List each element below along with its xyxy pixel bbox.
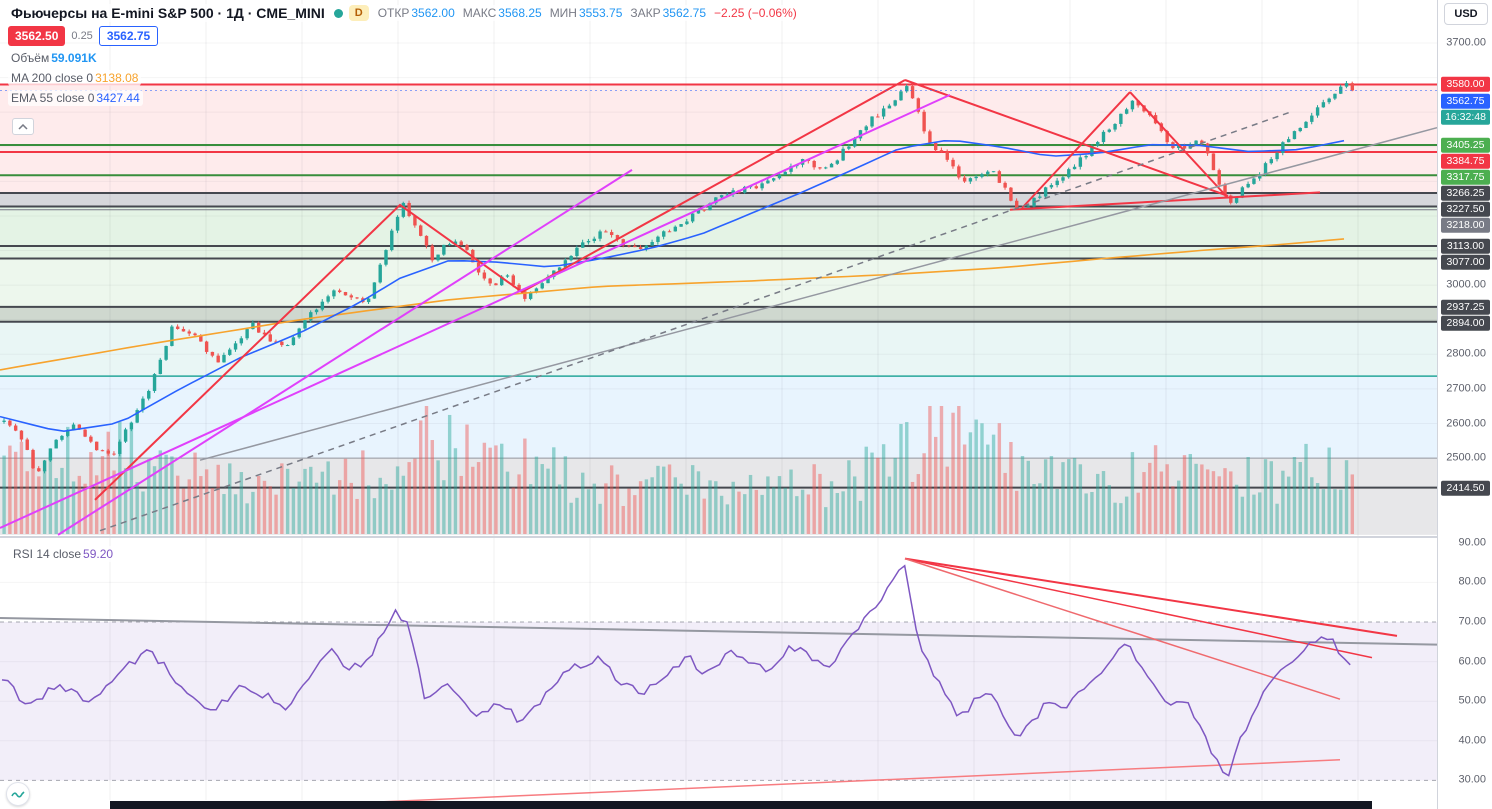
price-axis-label: 50.00: [1458, 694, 1486, 707]
rsi-legend[interactable]: RSI 14 close 59.20: [10, 546, 117, 562]
close-value: 3562.75: [662, 6, 707, 20]
background-bands: [0, 84, 1437, 535]
price-axis-label: 3384.75: [1441, 153, 1490, 169]
open-value: 3562.00: [411, 6, 455, 20]
gridlines: [0, 0, 1437, 800]
price-axis-label: 60.00: [1458, 655, 1486, 668]
ema55-row[interactable]: EMA 55 close 0 3427.44: [8, 90, 800, 106]
price-axis-label: 3227.50: [1441, 201, 1490, 217]
high-value: 3568.25: [498, 6, 542, 20]
rsi-value: 59.20: [83, 547, 114, 561]
chart-legend: Фьючерсы на E-mini S&P 500 · 1Д · CME_MI…: [8, 4, 800, 110]
price-axis[interactable]: USD 3700.00 3580.00 3562.75 16:32:48 3405.25…: [1437, 0, 1492, 809]
price-axis-label: 2937.25: [1441, 299, 1490, 315]
ask-price[interactable]: 3562.75: [98, 26, 159, 46]
price-axis-label: 30.00: [1458, 773, 1486, 786]
rsi-label: RSI 14 close: [13, 547, 82, 561]
price-axis-label: 3077.00: [1441, 254, 1490, 270]
moving-averages: [0, 139, 1345, 433]
price-axis-label: 3580.00: [1441, 76, 1490, 92]
ma200-label: MA 200 close 0: [11, 71, 94, 85]
volume-label: Объём: [11, 51, 50, 65]
price-axis-label: 2800.00: [1446, 347, 1486, 360]
volume-value: 59.091K: [51, 51, 97, 65]
price-axis-label: 2600.00: [1446, 417, 1486, 430]
bid-ask-row: 3562.50 0.25 3562.75: [8, 26, 800, 46]
tradingview-logo-button[interactable]: [6, 782, 30, 806]
price-axis-label: 3218.00: [1441, 217, 1490, 233]
volume-bars: [2, 406, 1355, 534]
symbol-row: Фьючерсы на E-mini S&P 500 · 1Д · CME_MI…: [8, 4, 800, 22]
ema55-value: 3427.44: [96, 91, 140, 105]
current-price-label: 3562.75: [1441, 93, 1490, 109]
chevron-up-icon: [18, 123, 28, 130]
wave-logo-icon: [11, 791, 25, 798]
spread-value: 0.25: [71, 30, 93, 42]
rsi-line: [1, 564, 1351, 777]
ohlc-values: ОТКР 3562.00 МАКС 3568.25 МИН 3553.75 ЗАКР 3…: [374, 5, 800, 21]
legend-collapse-button[interactable]: [12, 118, 34, 135]
low-label: МИН: [549, 6, 577, 20]
price-axis-label: 3000.00: [1446, 278, 1486, 291]
symbol-title[interactable]: Фьючерсы на E-mini S&P 500 · 1Д · CME_MI…: [8, 4, 328, 22]
low-value: 3553.75: [578, 6, 623, 20]
open-label: ОТКР: [377, 6, 410, 20]
time-axis-scrollbar[interactable]: [110, 801, 1372, 809]
price-levels: [0, 83, 1437, 489]
candles: [2, 80, 1355, 474]
volume-row[interactable]: Объём 59.091K: [8, 50, 800, 66]
high-label: МАКС: [462, 6, 497, 20]
price-axis-label: 3317.75: [1441, 169, 1490, 185]
price-axis-label: 3113.00: [1441, 238, 1490, 254]
close-label: ЗАКР: [630, 6, 661, 20]
bar-countdown-label: 16:32:48: [1441, 109, 1490, 125]
trendlines: [0, 79, 1438, 536]
price-axis-label: 90.00: [1458, 536, 1486, 549]
price-axis-label: 40.00: [1458, 734, 1486, 747]
ma200-row[interactable]: MA 200 close 0 3138.08: [8, 70, 800, 86]
price-axis-label: 2700.00: [1446, 382, 1486, 395]
price-axis-label: 70.00: [1458, 615, 1486, 628]
price-axis-label: 3700.00: [1446, 36, 1486, 49]
ema55-label: EMA 55 close 0: [11, 91, 95, 105]
market-status-icon: [333, 8, 343, 18]
price-axis-label: 2500.00: [1446, 451, 1486, 464]
ma200-value: 3138.08: [95, 71, 139, 85]
rsi-pane: [0, 557, 1438, 806]
price-axis-label: 3405.25: [1441, 137, 1490, 153]
interval-badge[interactable]: D: [348, 5, 369, 21]
price-axis-label: 2894.00: [1441, 315, 1490, 331]
price-axis-label: 80.00: [1458, 575, 1486, 588]
change-value: −2.25 (−0.06%): [714, 6, 797, 20]
price-axis-label: 3266.25: [1441, 185, 1490, 201]
bid-price[interactable]: 3562.50: [8, 26, 66, 46]
currency-toggle-button[interactable]: USD: [1444, 3, 1488, 25]
price-axis-label: 2414.50: [1441, 480, 1490, 496]
